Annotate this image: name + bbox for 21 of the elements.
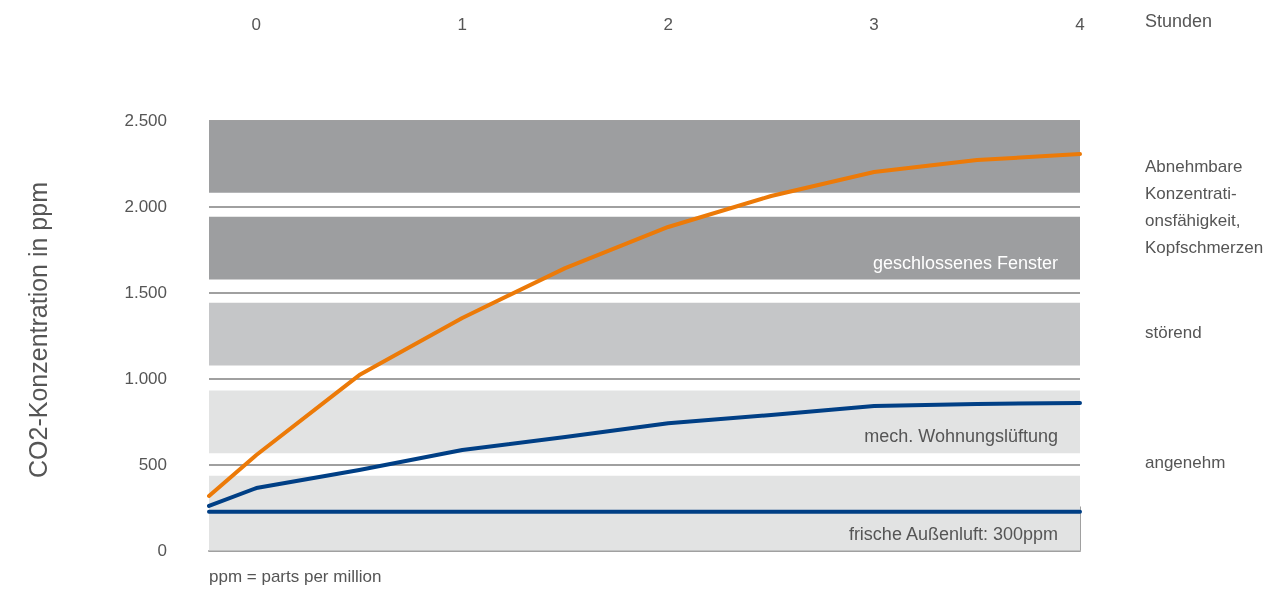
text: angenehm bbox=[1145, 452, 1226, 472]
y-tick-label: 2.500 bbox=[124, 111, 167, 130]
text: störend bbox=[1145, 322, 1202, 342]
y-tick-label: 500 bbox=[138, 455, 167, 474]
x-tick-label: 4 bbox=[1075, 14, 1085, 34]
x-axis-title: Stunden bbox=[1145, 11, 1213, 31]
band-label: frische Außenluft: 300ppm bbox=[848, 523, 1058, 544]
y-tick-label: 1.000 bbox=[124, 369, 167, 388]
y-axis-title: CO2-Konzentration in ppm bbox=[24, 182, 52, 478]
line-series bbox=[207, 152, 1082, 498]
x-tick-label: 1 bbox=[457, 14, 467, 34]
x-tick-label: 3 bbox=[869, 14, 879, 34]
y-tick-label: 2.000 bbox=[124, 197, 167, 216]
band-label: geschlossenes Fenster bbox=[872, 252, 1058, 273]
band-label: mech. Wohnungslüftung bbox=[864, 426, 1058, 447]
text: ppm = parts per million bbox=[209, 567, 382, 586]
text: Abnehmbare Konzentrati- onsfähigkeit, Kopfschmerzen bbox=[1145, 157, 1264, 257]
y-tick-label: 0 bbox=[157, 541, 167, 560]
x-tick-label: 0 bbox=[251, 14, 262, 34]
y-tick-label: 1.500 bbox=[124, 283, 167, 302]
x-tick-label: 2 bbox=[663, 14, 673, 34]
